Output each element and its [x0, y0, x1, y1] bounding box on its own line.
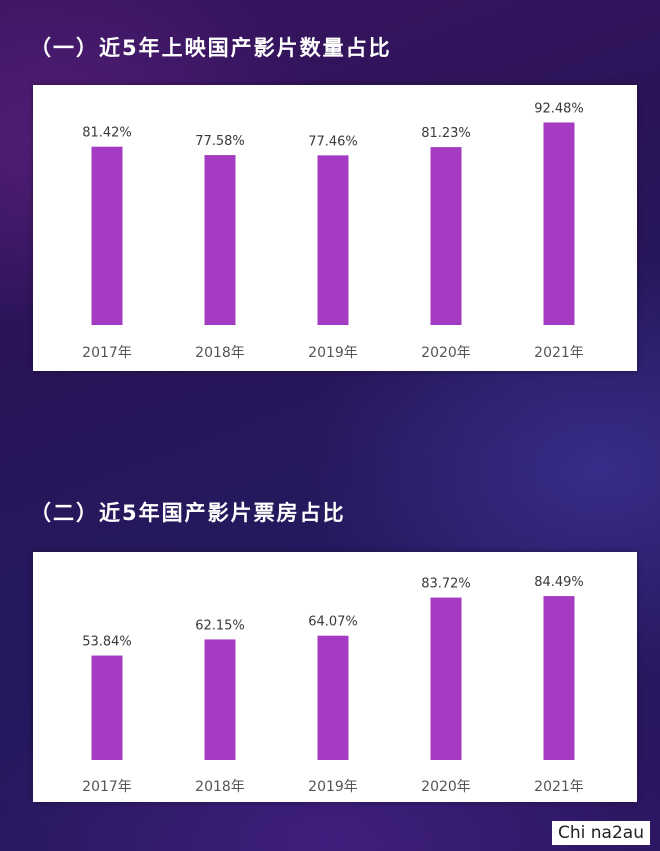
chart-1-bar-1	[91, 146, 123, 325]
chart-2-category-label-3: 2019年	[308, 779, 358, 795]
chart-2-bar-chart: 53.84% 2017年 62.15% 2018年 64.07% 2019年 83.72% 2…	[82, 575, 584, 795]
chart-2-title: （二）近5年国产影片票房占比	[30, 501, 346, 525]
chart-1-value-label-3: 77.46%	[308, 134, 358, 149]
chart-2-category-label-1: 2017年	[82, 779, 132, 795]
chart-1-value-label-4: 81.23%	[421, 126, 471, 141]
chart-1-category-label-5: 2021年	[534, 345, 584, 361]
chart-2-category-label-5: 2021年	[534, 779, 584, 795]
chart-2-bar-1	[91, 655, 123, 760]
chart-2-value-label-2: 62.15%	[195, 618, 245, 633]
chart-1-title: （一）近5年上映国产影片数量占比	[30, 36, 392, 60]
chart-2-value-label-4: 83.72%	[421, 577, 471, 592]
chart-2-bar-5	[543, 596, 575, 760]
chart-2-category-label-4: 2020年	[421, 779, 471, 795]
chart-2-bar-4	[430, 597, 462, 760]
chart-1-bar-3	[317, 155, 349, 325]
chart-1-bar-2	[204, 155, 236, 325]
chart-1-bar-5	[543, 122, 575, 325]
chart-1-category-label-4: 2020年	[421, 345, 471, 361]
chart-1-value-label-2: 77.58%	[195, 134, 245, 149]
chart-1-panel: 81.42% 2017年 77.58% 2018年 77.46% 2019年 81.23% 2…	[33, 85, 637, 371]
chart-2-panel: 53.84% 2017年 62.15% 2018年 64.07% 2019年 83.72% 2…	[33, 552, 637, 802]
chart-1-category-label-2: 2018年	[195, 345, 245, 361]
chart-2-value-label-3: 64.07%	[308, 615, 358, 630]
chart-1-value-label-1: 81.42%	[82, 126, 132, 141]
chart-2-bar-2	[204, 639, 236, 760]
chart-2-value-label-1: 53.84%	[82, 635, 132, 650]
chart-2-bar-3	[317, 635, 349, 760]
chart-1-bar-chart: 81.42% 2017年 77.58% 2018年 77.46% 2019年 81.23% 2…	[82, 101, 584, 361]
chart-1-category-label-1: 2017年	[82, 345, 132, 361]
chart-2-category-label-2: 2018年	[195, 779, 245, 795]
chart-2-value-label-5: 84.49%	[534, 575, 584, 590]
chart-1-category-label-3: 2019年	[308, 345, 358, 361]
watermark-text: Chi na2au	[552, 821, 650, 845]
chart-1-bar-4	[430, 147, 462, 325]
chart-1-value-label-5: 92.48%	[534, 101, 584, 116]
